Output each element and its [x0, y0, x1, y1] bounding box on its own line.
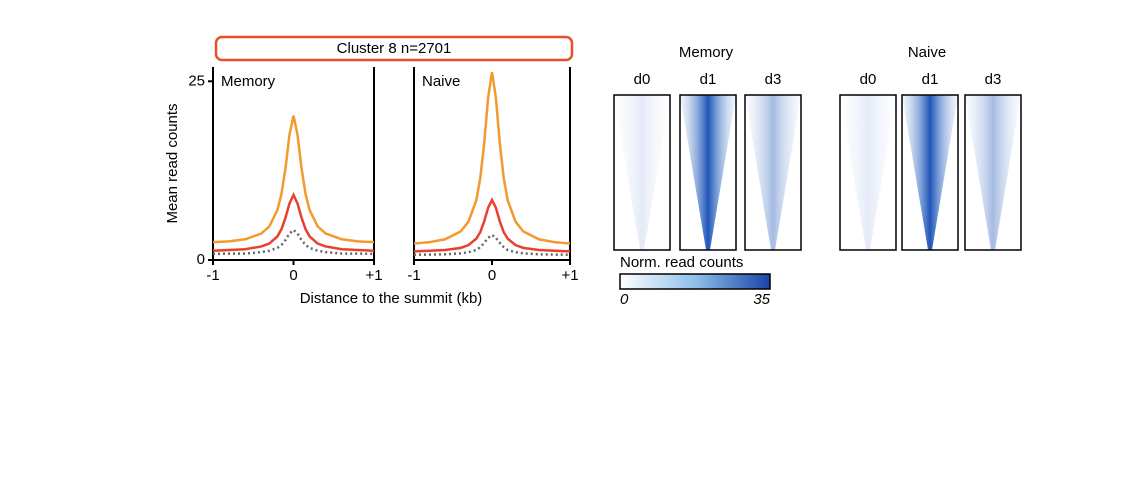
heatmap-frame [901, 94, 959, 251]
heatmap-signal [965, 95, 1021, 250]
line [413, 197, 571, 253]
panel-title: Memory [679, 44, 734, 61]
heatmap-frame [613, 94, 671, 251]
x-tick-label: +1 [561, 267, 578, 284]
x-tick-label: +1 [365, 267, 382, 284]
heatmap-signal [902, 95, 958, 250]
x-tick-label: -1 [407, 267, 420, 284]
heatmap-frame [679, 94, 737, 251]
panel-title: Naive [908, 44, 946, 61]
y-tick-label: 0 [197, 251, 205, 268]
colorbar-tick-label: 35 [753, 291, 770, 308]
line [212, 115, 375, 244]
line [212, 228, 375, 256]
header: Cluster 8 n=2701 [337, 40, 452, 57]
panel-title: Memory [221, 73, 276, 90]
heatmap-frame [839, 94, 897, 251]
heatmap-signal [840, 95, 896, 250]
x-tick-label: 0 [289, 267, 297, 284]
x-tick-label: -1 [206, 267, 219, 284]
header-box [214, 35, 574, 62]
heatmap-signal [614, 95, 670, 250]
column-label: d3 [765, 71, 782, 88]
y-axis-label: Mean read counts [164, 103, 181, 223]
line [413, 71, 571, 245]
heatmap-frame [964, 94, 1022, 251]
colorbar-tick-label: 0 [620, 291, 629, 308]
x-tick-label: 0 [488, 267, 496, 284]
line [212, 192, 375, 252]
x-axis-label: Distance to the summit (kb) [300, 290, 483, 307]
column-label: d1 [922, 71, 939, 88]
line [413, 233, 571, 256]
colorbar-label: Norm. read counts [620, 254, 743, 271]
heatmap-frame [744, 94, 802, 251]
y-tick-label: 25 [188, 72, 205, 89]
column-label: d3 [985, 71, 1002, 88]
axes [413, 67, 571, 261]
heatmap-signal [745, 95, 801, 250]
heatmap-signal [680, 95, 736, 250]
column-label: d0 [860, 71, 877, 88]
column-label: d0 [634, 71, 651, 88]
panel-title: Naive [422, 73, 460, 90]
colorbar [619, 273, 771, 290]
column-label: d1 [700, 71, 717, 88]
